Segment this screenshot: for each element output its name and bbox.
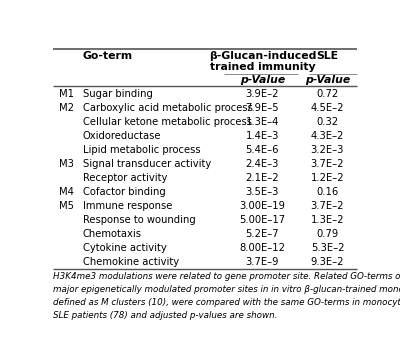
Text: Cytokine activity: Cytokine activity [82, 243, 166, 253]
Text: 7.9E–5: 7.9E–5 [246, 103, 279, 113]
Text: 2.4E–3: 2.4E–3 [246, 159, 279, 169]
Text: Chemotaxis: Chemotaxis [82, 229, 142, 239]
Text: Carboxylic acid metabolic process: Carboxylic acid metabolic process [82, 103, 252, 113]
Text: 0.32: 0.32 [316, 117, 338, 127]
Text: Sugar binding: Sugar binding [82, 89, 152, 99]
Text: 3.7E–2: 3.7E–2 [311, 201, 344, 211]
Text: 5.3E–2: 5.3E–2 [311, 243, 344, 253]
Text: defined as M clusters (10), were compared with the same GO-terms in monocytes of: defined as M clusters (10), were compare… [53, 298, 400, 307]
Text: 3.2E–3: 3.2E–3 [311, 145, 344, 155]
Text: M5: M5 [59, 201, 74, 211]
Text: 3.9E–2: 3.9E–2 [246, 89, 279, 99]
Text: M2: M2 [59, 103, 74, 113]
Text: 0.72: 0.72 [316, 89, 338, 99]
Text: p-Value: p-Value [305, 75, 350, 85]
Text: 2.1E–2: 2.1E–2 [246, 173, 279, 183]
Text: 3.5E–3: 3.5E–3 [246, 187, 279, 197]
Text: Cellular ketone metabolic process: Cellular ketone metabolic process [82, 117, 252, 127]
Text: 1.2E–2: 1.2E–2 [311, 173, 344, 183]
Text: Signal transducer activity: Signal transducer activity [82, 159, 211, 169]
Text: 1.4E–3: 1.4E–3 [246, 131, 279, 141]
Text: Response to wounding: Response to wounding [82, 215, 195, 225]
Text: 1.3E–4: 1.3E–4 [246, 117, 279, 127]
Text: Lipid metabolic process: Lipid metabolic process [82, 145, 200, 155]
Text: 8.00E–12: 8.00E–12 [239, 243, 285, 253]
Text: Cofactor binding: Cofactor binding [82, 187, 165, 197]
Text: 9.3E–2: 9.3E–2 [311, 257, 344, 267]
Text: SLE patients (78) and adjusted p-values are shown.: SLE patients (78) and adjusted p-values … [53, 311, 278, 320]
Text: 4.5E–2: 4.5E–2 [311, 103, 344, 113]
Text: 0.16: 0.16 [316, 187, 338, 197]
Text: 3.7E–2: 3.7E–2 [311, 159, 344, 169]
Text: Receptor activity: Receptor activity [82, 173, 167, 183]
Text: Oxidoreductase: Oxidoreductase [82, 131, 161, 141]
Text: M4: M4 [59, 187, 74, 197]
Text: Chemokine activity: Chemokine activity [82, 257, 179, 267]
Text: 0.79: 0.79 [316, 229, 338, 239]
Text: β-Glucan-induced
trained immunity: β-Glucan-induced trained immunity [209, 51, 316, 72]
Text: 5.2E–7: 5.2E–7 [246, 229, 279, 239]
Text: M3: M3 [59, 159, 74, 169]
Text: major epigenetically modulated promoter sites in in vitro β-glucan-trained monoc: major epigenetically modulated promoter … [53, 285, 400, 294]
Text: 1.3E–2: 1.3E–2 [311, 215, 344, 225]
Text: Immune response: Immune response [82, 201, 172, 211]
Text: 5.4E–6: 5.4E–6 [246, 145, 279, 155]
Text: 3.7E–9: 3.7E–9 [246, 257, 279, 267]
Text: M1: M1 [59, 89, 74, 99]
Text: SLE: SLE [316, 51, 338, 61]
Text: 4.3E–2: 4.3E–2 [311, 131, 344, 141]
Text: 5.00E–17: 5.00E–17 [239, 215, 286, 225]
Text: 3.00E–19: 3.00E–19 [239, 201, 285, 211]
Text: H3K4me3 modulations were related to gene promoter site. Related GO-terms of the: H3K4me3 modulations were related to gene… [53, 272, 400, 281]
Text: p-Value: p-Value [240, 75, 285, 85]
Text: Go-term: Go-term [82, 51, 133, 61]
